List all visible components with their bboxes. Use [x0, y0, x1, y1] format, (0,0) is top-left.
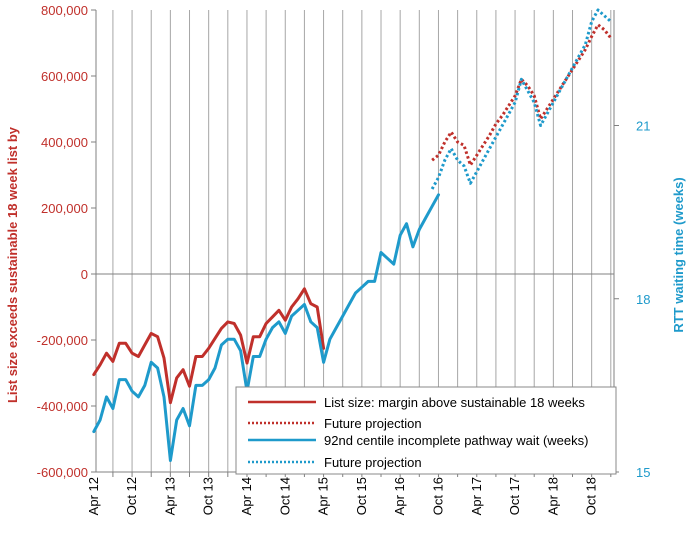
series-wait-projection — [430, 8, 612, 190]
x-tick-label: Oct 12 — [124, 477, 139, 515]
right-tick-label: 21 — [636, 119, 650, 134]
x-tick-label: Apr 16 — [392, 477, 407, 515]
x-tick-label: Oct 14 — [277, 477, 292, 515]
x-tick-label: Apr 12 — [86, 477, 101, 515]
x-tick-label: Oct 18 — [584, 477, 599, 515]
left-tick-label: -200,000 — [37, 333, 88, 348]
legend-label-list-projection: Future projection — [324, 416, 422, 431]
left-tick-label: 800,000 — [41, 3, 88, 18]
x-tick-label: Apr 15 — [316, 477, 331, 515]
x-tick-label: Apr 18 — [545, 477, 560, 515]
right-tick-label: 15 — [636, 465, 650, 480]
right-axis-title: RTT waiting time (weeks) — [671, 177, 686, 332]
left-tick-label: 600,000 — [41, 69, 88, 84]
left-tick-label: 400,000 — [41, 135, 88, 150]
x-tick-label: Apr 13 — [162, 477, 177, 515]
left-tick-label: 0 — [81, 267, 88, 282]
x-tick-label: Oct 16 — [430, 477, 445, 515]
series-list-size-line — [92, 287, 326, 405]
left-axis-title: List size exceeds sustainable 18 week li… — [5, 126, 20, 403]
left-tick-label: 200,000 — [41, 201, 88, 216]
legend-label-list-size: List size: margin above sustainable 18 w… — [324, 395, 585, 410]
right-tick-label: 18 — [636, 292, 650, 307]
legend: List size: margin above sustainable 18 w… — [235, 386, 617, 475]
left-tick-label: -600,000 — [37, 465, 88, 480]
legend-label-wait: 92nd centile incomplete pathway wait (we… — [324, 433, 588, 448]
series-list-size-projection — [431, 23, 612, 167]
series-wait-line — [92, 193, 440, 462]
x-tick-label: Oct 15 — [354, 477, 369, 515]
x-tick-label: Apr 14 — [239, 477, 254, 515]
x-tick-label: Oct 17 — [507, 477, 522, 515]
legend-label-wait-projection: Future projection — [324, 455, 422, 470]
left-tick-label: -400,000 — [37, 399, 88, 414]
x-tick-label: Apr 17 — [469, 477, 484, 515]
plot-series — [92, 8, 612, 462]
x-tick-label: Oct 13 — [201, 477, 216, 515]
